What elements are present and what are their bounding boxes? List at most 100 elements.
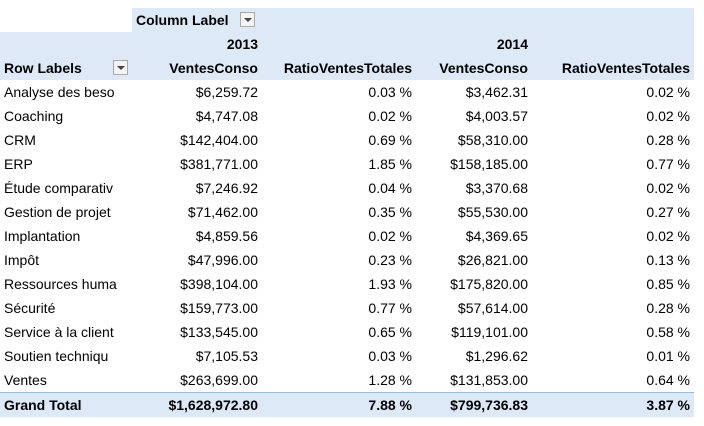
- ventes-conso: $58,310.00: [457, 132, 528, 148]
- ventes-conso: $142,404.00: [180, 132, 258, 148]
- ventes-conso: $159,773.00: [180, 300, 258, 316]
- data-row: CRM $142,404.00 0.69 % $58,310.00 0.28 %: [0, 128, 694, 152]
- data-row: Soutien techniqu $7,105.53 0.03 % $1,296.62…: [0, 344, 694, 368]
- ventes-conso: $799,736.83: [450, 397, 528, 413]
- blank-cell: [0, 32, 132, 56]
- ratio: 1.28 %: [368, 372, 412, 388]
- ventes-conso: $7,246.92: [195, 180, 258, 196]
- row-label: Analyse des beso: [4, 84, 115, 100]
- ratio: 0.13 %: [646, 252, 690, 268]
- year: 2013: [226, 36, 258, 52]
- ventes-conso: $3,462.31: [465, 84, 528, 100]
- measure: RatioVentesTotales: [561, 60, 690, 76]
- row-label: ERP: [4, 156, 33, 172]
- row-label: Étude comparativ: [4, 180, 113, 196]
- ventes-conso: $1,296.62: [465, 348, 528, 364]
- ventes-conso: $4,369.65: [465, 228, 528, 244]
- ratio: 0.02 %: [368, 228, 412, 244]
- ratio: 0.28 %: [646, 300, 690, 316]
- row-label: Implantation: [4, 228, 81, 244]
- ratio: 0.02 %: [368, 108, 412, 124]
- ratio: 0.69 %: [368, 132, 412, 148]
- data-row: Coaching $4,747.08 0.02 % $4,003.57 0.02 %: [0, 104, 694, 128]
- row-label: Service à la client: [4, 324, 114, 340]
- ratio: 0.27 %: [646, 204, 690, 220]
- ventes-conso: $381,771.00: [180, 156, 258, 172]
- row-labels-cell: Row Labels: [0, 56, 132, 80]
- pivot-table: Column Label 2013 2014 Row Labels Ventes…: [0, 8, 694, 417]
- column-label: Column Label: [136, 12, 229, 28]
- data-row: Gestion de projet $71,462.00 0.35 % $55,530…: [0, 200, 694, 224]
- ventes-conso: $133,545.00: [180, 324, 258, 340]
- row-label: CRM: [4, 132, 36, 148]
- year: 2014: [496, 36, 528, 52]
- data-row: Ventes $263,699.00 1.28 % $131,853.00 0.64 %: [0, 368, 694, 392]
- ratio: 0.03 %: [368, 348, 412, 364]
- data-row: Implantation $4,859.56 0.02 % $4,369.65 0.02…: [0, 224, 694, 248]
- ratio: 0.85 %: [646, 276, 690, 292]
- data-row: ERP $381,771.00 1.85 % $158,185.00 0.77 %: [0, 152, 694, 176]
- ventes-conso: $263,699.00: [180, 372, 258, 388]
- ratio: 1.93 %: [368, 276, 412, 292]
- blank-cell: [532, 32, 694, 56]
- ratio: 7.88 %: [368, 397, 412, 413]
- data-row: Service à la client $133,545.00 0.65 % $119…: [0, 320, 694, 344]
- ratio: 0.64 %: [646, 372, 690, 388]
- ventes-conso: $4,859.56: [195, 228, 258, 244]
- data-row: Impôt $47,996.00 0.23 % $26,821.00 0.13 %: [0, 248, 694, 272]
- year-row: 2013 2014: [0, 32, 694, 56]
- row-label: Gestion de projet: [4, 204, 111, 220]
- ventes-conso: $47,996.00: [187, 252, 258, 268]
- filter-dropdown[interactable]: [240, 12, 255, 27]
- row-label: Sécurité: [4, 300, 56, 316]
- ratio: 0.77 %: [646, 156, 690, 172]
- measure: RatioVentesTotales: [283, 60, 412, 76]
- row-label: Grand Total: [4, 397, 82, 413]
- ventes-conso: $57,614.00: [457, 300, 528, 316]
- ratio: 0.28 %: [646, 132, 690, 148]
- ratio: 0.58 %: [646, 324, 690, 340]
- ratio: 0.04 %: [368, 180, 412, 196]
- ventes-conso: $175,820.00: [450, 276, 528, 292]
- ratio: 0.02 %: [646, 180, 690, 196]
- ventes-conso: $398,104.00: [180, 276, 258, 292]
- data-row: Sécurité $159,773.00 0.77 % $57,614.00 0.28 …: [0, 296, 694, 320]
- ventes-conso: $7,105.53: [195, 348, 258, 364]
- ventes-conso: $158,185.00: [450, 156, 528, 172]
- measure: VentesConso: [169, 60, 258, 76]
- data-row: Ressources huma $398,104.00 1.93 % $175,820…: [0, 272, 694, 296]
- ratio: 0.02 %: [646, 108, 690, 124]
- ratio: 0.02 %: [646, 84, 690, 100]
- row-label: Soutien techniqu: [4, 348, 109, 364]
- row-labels: Row Labels: [4, 60, 82, 76]
- ventes-conso: $6,259.72: [195, 84, 258, 100]
- ratio: 0.03 %: [368, 84, 412, 100]
- row-label: Ventes: [4, 372, 47, 388]
- column-label-cell: Column Label: [132, 8, 694, 32]
- blank-cell: [262, 32, 416, 56]
- ratio: 0.02 %: [646, 228, 690, 244]
- ventes-conso: $3,370.68: [465, 180, 528, 196]
- ratio: 0.01 %: [646, 348, 690, 364]
- measure: VentesConso: [439, 60, 528, 76]
- ratio: 0.23 %: [368, 252, 412, 268]
- ventes-conso: $1,628,972.80: [168, 397, 258, 413]
- blank-cell: [0, 8, 132, 32]
- row-label: Ressources huma: [4, 276, 117, 292]
- ventes-conso: $4,003.57: [465, 108, 528, 124]
- ventes-conso: $71,462.00: [187, 204, 258, 220]
- ratio: 1.85 %: [368, 156, 412, 172]
- ratio: 0.65 %: [368, 324, 412, 340]
- data-row: Analyse des beso $6,259.72 0.03 % $3,462.31…: [0, 80, 694, 104]
- header-row: Column Label: [0, 8, 694, 32]
- ratio: 0.77 %: [368, 300, 412, 316]
- ratio: 3.87 %: [646, 397, 690, 413]
- ratio: 0.35 %: [368, 204, 412, 220]
- ventes-conso: $131,853.00: [450, 372, 528, 388]
- row-label: Impôt: [4, 252, 40, 268]
- measure-row: Row Labels VentesConso RatioVentesTotale…: [0, 56, 694, 80]
- ventes-conso: $4,747.08: [195, 108, 258, 124]
- grand-total-row: Grand Total $1,628,972.80 7.88 % $799,736.8…: [0, 392, 694, 417]
- ventes-conso: $55,530.00: [457, 204, 528, 220]
- filter-dropdown[interactable]: [113, 60, 128, 75]
